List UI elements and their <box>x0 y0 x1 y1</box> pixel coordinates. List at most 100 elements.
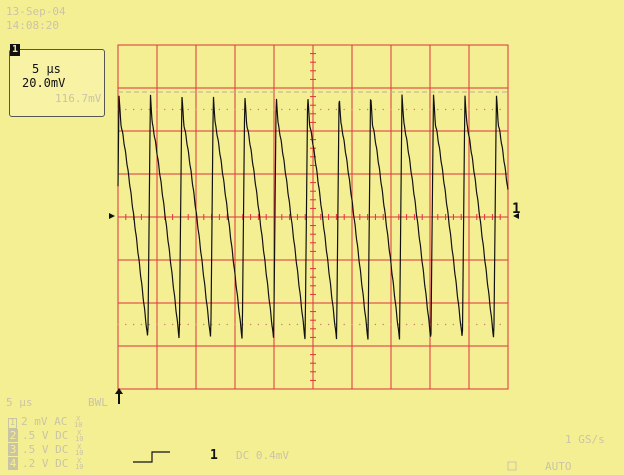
trigger-channel: 1 <box>210 448 218 463</box>
ground-marker-right-icon <box>513 213 519 219</box>
grid-dot <box>437 108 439 111</box>
grid-dot <box>195 108 197 111</box>
trigger-mode: AUTO <box>545 460 572 473</box>
grid-dot <box>273 108 275 111</box>
grid-dot <box>281 108 283 111</box>
grid-dot <box>366 108 369 111</box>
grid-dot <box>203 323 205 326</box>
grid-dot <box>483 323 486 326</box>
grid-dot <box>343 108 345 111</box>
channel-tag: 1 <box>10 44 20 56</box>
grid-dot <box>257 323 260 326</box>
grid-dot <box>226 323 228 326</box>
grid-dot <box>171 323 174 326</box>
channel-row-3[interactable]: 3.5 V DC X 10 <box>8 443 84 457</box>
grid-dot <box>187 108 189 111</box>
grid-dot <box>234 108 236 111</box>
sample-rate: 1 GS/s <box>565 433 605 446</box>
time-label: 14:08:20 <box>6 19 59 32</box>
grid-dot <box>203 108 205 111</box>
grid-dot <box>382 323 384 326</box>
grid-dot <box>234 323 236 326</box>
grid-dot <box>374 108 377 111</box>
grid-dot <box>125 323 127 326</box>
ground-marker-left-icon <box>109 213 115 219</box>
grid-dot <box>468 323 470 326</box>
grid-dot <box>437 323 439 326</box>
trigger-slope-icon <box>133 451 170 463</box>
grid-dot <box>164 323 166 326</box>
grid-dot <box>413 323 416 326</box>
grid-dot <box>312 323 314 326</box>
grid-dot <box>476 323 478 326</box>
grid-dot <box>117 323 119 326</box>
grid-dot <box>265 108 267 111</box>
grid-dot <box>148 323 150 326</box>
grid-dot <box>226 108 228 111</box>
grid-dot <box>327 323 330 326</box>
grid-dot <box>476 108 478 111</box>
grid-dot <box>164 108 166 111</box>
grid-dot <box>140 108 143 111</box>
grid-dot <box>156 108 158 111</box>
channel-row-4[interactable]: 4.2 V DC X 10 <box>8 457 84 471</box>
channel1-trace <box>117 94 509 340</box>
grid-dot <box>405 323 408 326</box>
grid-dot <box>288 323 291 326</box>
grid-dot <box>452 108 455 111</box>
grid-dot <box>148 108 150 111</box>
grid-dot <box>156 323 158 326</box>
channel-offset: 116.7mV <box>55 92 102 105</box>
grid-dot <box>320 323 322 326</box>
grid-dot <box>171 108 174 111</box>
channel-row-2[interactable]: 2.5 V DC X 10 <box>8 429 84 443</box>
grid-dot <box>132 108 135 111</box>
grid-dot <box>265 323 267 326</box>
grid-dot <box>249 108 252 111</box>
grid-dot <box>281 323 283 326</box>
channel-info-box[interactable]: 5 μs 20.0mV 116.7mV <box>9 49 105 117</box>
graticule-dots <box>117 108 501 326</box>
grid-dot <box>351 323 353 326</box>
grid-dot <box>359 108 361 111</box>
grid-dot <box>343 323 345 326</box>
grid-dot <box>460 108 462 111</box>
grid-dot <box>429 108 431 111</box>
grid-dot <box>242 108 244 111</box>
bottom-timebase: 5 μs <box>6 396 33 409</box>
grid-dot <box>296 108 299 111</box>
grid-dot <box>444 108 447 111</box>
grid-dot <box>132 323 135 326</box>
grid-dot <box>421 108 423 111</box>
grid-dot <box>359 323 361 326</box>
grid-dot <box>499 323 501 326</box>
channel-marker-label: 1 <box>512 201 521 217</box>
grid-dot <box>468 108 470 111</box>
grid-dot <box>421 323 423 326</box>
grid-dot <box>499 108 501 111</box>
bwl-indicator: BWL <box>88 396 108 409</box>
grid-dot <box>390 323 392 326</box>
grid-dot <box>320 108 322 111</box>
grid-dot <box>390 108 392 111</box>
trigger-level: DC 0.4mV <box>236 449 289 462</box>
grid-dot <box>210 108 213 111</box>
grid-dot <box>327 108 330 111</box>
grid-dot <box>218 323 221 326</box>
grid-dot <box>483 108 486 111</box>
grid-dot <box>249 323 252 326</box>
grid-dot <box>413 108 416 111</box>
grid-dot <box>351 108 353 111</box>
grid-dot <box>452 323 455 326</box>
grid-dot <box>312 108 314 111</box>
grid-dot <box>140 323 143 326</box>
grid-dot <box>335 108 338 111</box>
grid-dot <box>257 108 260 111</box>
date-label: 13-Sep-04 <box>6 5 66 18</box>
grid-dot <box>444 323 447 326</box>
grid-dot <box>218 108 221 111</box>
grid-dot <box>405 108 408 111</box>
channel-timebase: 5 μs <box>32 62 61 76</box>
